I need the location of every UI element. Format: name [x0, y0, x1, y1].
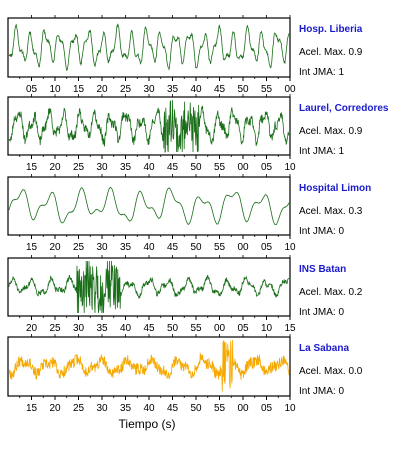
x-tick-label: 15: [73, 84, 85, 95]
jma-intensity-label: Int JMA: 0: [299, 307, 344, 318]
x-tick-label: 45: [167, 162, 179, 173]
x-tick-label: 10: [261, 323, 273, 334]
x-tick-label: 10: [284, 162, 296, 173]
panels-group: 05 10 15 20 25 30 35 40 45 50 55 00 Hosp. Liberia Ace…: [7, 15, 389, 414]
x-tick-label: 10: [49, 84, 61, 95]
x-tick-label: 05: [26, 84, 38, 95]
x-tick-label: 20: [26, 323, 38, 334]
x-tick-label: 45: [143, 323, 155, 334]
x-tick-label: 05: [261, 242, 273, 253]
x-tick-label: 20: [96, 84, 108, 95]
x-tick-label: 40: [143, 403, 155, 414]
x-tick-label: 15: [26, 162, 38, 173]
x-tick-label: 30: [143, 84, 155, 95]
x-tick-label: 55: [214, 242, 226, 253]
x-tick-label: 30: [73, 323, 85, 334]
acel-max-label: Acel. Max. 0.0: [299, 366, 363, 377]
x-tick-label: 45: [167, 403, 179, 414]
jma-intensity-label: Int JMA: 1: [299, 67, 344, 78]
jma-intensity-label: Int JMA: 0: [299, 386, 344, 397]
x-tick-label: 40: [120, 323, 132, 334]
station-name: Laurel, Corredores: [299, 103, 389, 114]
x-tick-label: 20: [49, 242, 61, 253]
x-tick-label: 30: [96, 403, 108, 414]
acel-max-label: Acel. Max. 0.3: [299, 206, 363, 217]
x-tick-label: 35: [167, 84, 179, 95]
panel-1: 05 10 15 20 25 30 35 40 45 50 55 00 Hosp. Liberia Ace…: [7, 15, 363, 95]
x-tick-label: 30: [96, 162, 108, 173]
station-name: Hosp. Liberia: [299, 24, 363, 35]
station-name: Hospital Limon: [299, 183, 371, 194]
x-tick-label: 35: [120, 162, 132, 173]
x-tick-label: 05: [237, 323, 249, 334]
x-tick-label: 15: [26, 242, 38, 253]
x-tick-label: 10: [284, 403, 296, 414]
x-tick-label: 55: [261, 84, 273, 95]
waveform-1: [8, 23, 290, 72]
x-tick-label: 05: [261, 162, 273, 173]
x-tick-label: 10: [284, 242, 296, 253]
x-tick-label: 55: [214, 403, 226, 414]
acel-max-label: Acel. Max. 0.2: [299, 287, 363, 298]
x-tick-label: 25: [49, 323, 61, 334]
panel-4: 20 25 30 35 40 45 50 55 00 05 10 15 INS Batan Acel. M…: [7, 255, 363, 334]
x-tick-label: 40: [143, 162, 155, 173]
x-tick-label: 25: [73, 403, 85, 414]
x-tick-label: 15: [284, 323, 296, 334]
x-tick-label: 50: [190, 403, 202, 414]
x-tick-label: 30: [96, 242, 108, 253]
acel-max-label: Acel. Max. 0.9: [299, 126, 363, 137]
x-tick-label: 20: [49, 403, 61, 414]
x-tick-label: 05: [261, 403, 273, 414]
x-tick-label: 50: [190, 242, 202, 253]
x-tick-label: 00: [237, 242, 249, 253]
panel-5: 15 20 25 30 35 40 45 50 55 00 05 10 La Sabana Acel. M…: [7, 334, 363, 414]
jma-intensity-label: Int JMA: 1: [299, 146, 344, 157]
panel-frame: [7, 257, 291, 317]
x-tick-label: 00: [214, 323, 226, 334]
x-tick-label: 00: [237, 162, 249, 173]
x-tick-label: 00: [284, 84, 296, 95]
x-tick-label: 35: [120, 242, 132, 253]
panel-2: 15 20 25 30 35 40 45 50 55 00 05 10 Laurel, Corredor…: [7, 94, 389, 173]
x-tick-label: 25: [73, 242, 85, 253]
x-tick-label: 55: [190, 323, 202, 334]
x-tick-label: 15: [26, 403, 38, 414]
x-tick-label: 35: [96, 323, 108, 334]
x-tick-label: 25: [120, 84, 132, 95]
x-tick-label: 20: [49, 162, 61, 173]
x-tick-label: 35: [120, 403, 132, 414]
x-tick-label: 50: [190, 162, 202, 173]
waveform-2: [8, 99, 290, 153]
x-tick-label: 50: [167, 323, 179, 334]
panel-frame: [7, 176, 291, 236]
station-name: INS Batan: [299, 264, 346, 275]
panel-frame: [7, 96, 291, 156]
station-name: La Sabana: [299, 343, 349, 354]
x-tick-label: 40: [190, 84, 202, 95]
jma-intensity-label: Int JMA: 0: [299, 226, 344, 237]
x-tick-label: 55: [214, 162, 226, 173]
waveform-5: [8, 339, 290, 392]
x-tick-label: 45: [167, 242, 179, 253]
x-axis-label: Tiempo (s): [119, 417, 176, 431]
waveform-3: [8, 186, 290, 226]
x-tick-label: 45: [214, 84, 226, 95]
x-tick-label: 25: [73, 162, 85, 173]
x-tick-label: 50: [237, 84, 249, 95]
x-tick-label: 00: [237, 403, 249, 414]
x-tick-label: 40: [143, 242, 155, 253]
acel-max-label: Acel. Max. 0.9: [299, 47, 363, 58]
waveform-4: [8, 260, 290, 314]
panel-3: 15 20 25 30 35 40 45 50 55 00 05 10 Hospital Limon Ac…: [7, 174, 371, 253]
